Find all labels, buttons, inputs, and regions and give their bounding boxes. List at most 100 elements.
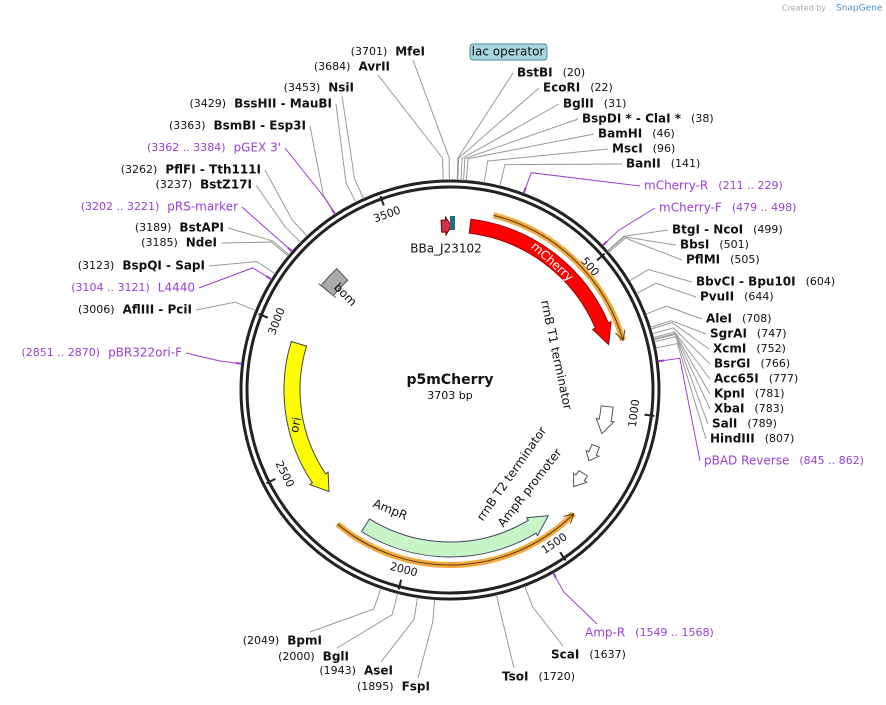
site-position: (1895) [357, 680, 394, 693]
ruler-tick [644, 413, 655, 417]
site-position: (3123) [78, 259, 115, 272]
site-position: (38) [691, 112, 714, 125]
site-leader [607, 236, 677, 252]
primer-position: (3104 .. 3121) [71, 281, 150, 294]
site-name: TsoI [502, 670, 528, 684]
site-name: NsiI [328, 81, 354, 95]
site-name: BsmBI - Esp3I [214, 119, 306, 133]
site-leader [341, 95, 365, 199]
site-position: (31) [604, 97, 627, 110]
primer-tick [265, 275, 272, 281]
site-leader [653, 333, 711, 410]
credit: Created by [782, 4, 826, 13]
site-position: (3237) [156, 178, 193, 191]
feature-terminator [595, 405, 615, 435]
primer-leader [602, 207, 656, 246]
feature-label: lac operator [472, 45, 545, 59]
map-name: p5mCherry [406, 372, 493, 388]
feature-label: ori [287, 416, 304, 434]
site-name: BbvCI - Bpu10I [696, 275, 796, 289]
site-leader [380, 597, 419, 663]
site-position: (3006) [78, 303, 115, 316]
site-leader [227, 227, 290, 256]
primer-name: L4440 [158, 281, 195, 295]
site-leader [495, 594, 515, 669]
site-position: (22) [590, 81, 613, 94]
site-leader [377, 74, 444, 181]
site-position: (747) [757, 327, 787, 340]
site-name: PflMI [686, 253, 720, 267]
feature-ampr [360, 515, 550, 558]
site-name: EcoRI [543, 81, 580, 95]
site-leader [645, 305, 703, 320]
site-position: (604) [806, 275, 836, 288]
site-name: MscI [612, 142, 643, 156]
primer-leader [657, 357, 701, 462]
site-name: BsrGI [714, 357, 751, 371]
site-name: BglI [323, 650, 349, 664]
site-position: (766) [761, 357, 791, 370]
site-position: (3262) [121, 163, 158, 176]
primer-name: pGEX 3' [234, 141, 281, 155]
primer-position: (1549 .. 1568) [635, 626, 714, 639]
primer-name: mCherry-F [659, 201, 722, 215]
primer-tick [235, 362, 242, 365]
site-leader [463, 118, 579, 181]
feature-label: AmpR [371, 496, 409, 522]
feature-label: BBa_J23102 [410, 242, 482, 256]
feature-ori [283, 340, 330, 493]
primer-name: Amp-R [585, 626, 625, 640]
feature-mcherry [468, 218, 612, 346]
site-name: BtgI - NcoI [672, 223, 743, 237]
site-leader [255, 184, 302, 243]
site-name: BstAPI [179, 221, 224, 235]
feature-label: mCherry [528, 239, 576, 284]
feature-promoter [440, 215, 453, 237]
feature-promoter [573, 469, 589, 488]
site-position: (3684) [314, 60, 351, 73]
site-name: PflFI - Tth111I [165, 163, 261, 177]
site-position: (1637) [589, 648, 626, 661]
site-name: KpnI [714, 387, 745, 401]
site-leader [417, 599, 436, 679]
primer-tick [331, 208, 336, 215]
primer-tick [657, 359, 665, 363]
site-name: BbsI [680, 238, 709, 252]
site-leader [606, 229, 669, 252]
feature-highlight-head [563, 513, 575, 524]
ruler-tick [379, 195, 385, 206]
ruler-label: 1000 [626, 399, 642, 428]
backbone-outer [239, 179, 661, 601]
feature-highlight-line [337, 513, 575, 566]
site-position: (141) [671, 157, 701, 170]
feature-terminator [585, 443, 601, 462]
site-name: ScaI [551, 648, 579, 662]
primer-leader [552, 572, 598, 625]
site-leader [460, 103, 560, 181]
site-name: BstZ17I [200, 178, 252, 192]
site-name: AseI [364, 664, 393, 678]
site-name: BglII [563, 97, 594, 111]
site-position: (3363) [169, 119, 206, 132]
primer-leader [284, 147, 336, 215]
site-position: (3189) [135, 221, 172, 234]
site-leader [335, 103, 357, 203]
site-leader [608, 237, 683, 261]
site-name: BspDI * - ClaI * [582, 112, 682, 126]
site-name: AleI [706, 312, 732, 326]
site-leader [208, 261, 276, 275]
site-position: (789) [747, 417, 777, 430]
ruler-tick [596, 253, 606, 262]
site-leader [309, 125, 336, 215]
primer-leader [198, 267, 272, 289]
primer-name: pRS-marker [167, 200, 238, 214]
site-position: (3429) [189, 97, 226, 110]
site-leader [654, 336, 709, 425]
feature-bom [318, 267, 349, 298]
feature-highlight-line [493, 214, 624, 341]
ruler-tick [265, 477, 276, 485]
site-name: BssHII - MauBI [234, 97, 332, 111]
site-position: (501) [719, 238, 749, 251]
site-name: SalI [712, 417, 737, 431]
